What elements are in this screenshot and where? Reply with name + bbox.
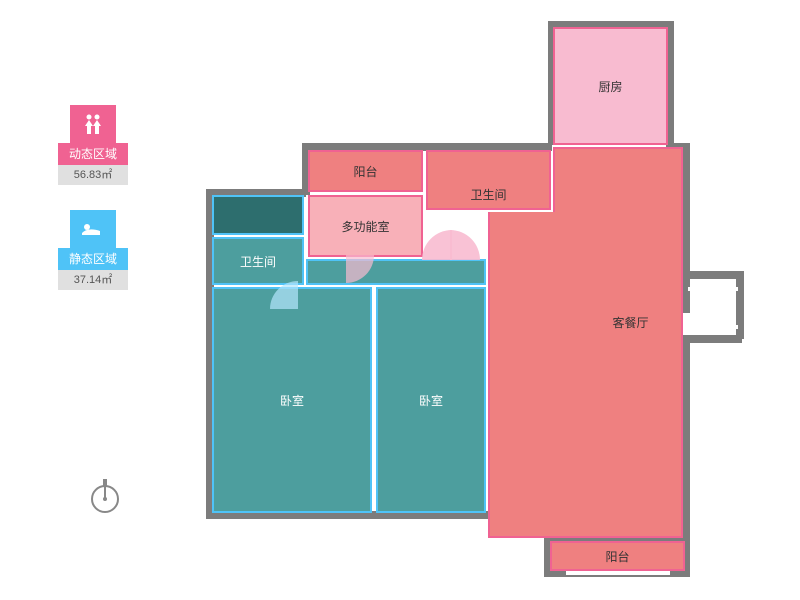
floorplan: 厨房 阳台 卫生间 多功能室 客餐厅 阳台 卫生间 卧室 卧室 bbox=[198, 15, 763, 580]
door-arc-2 bbox=[450, 230, 484, 264]
room-bedroom-left-label: 卧室 bbox=[280, 392, 304, 409]
room-living: 客餐厅 bbox=[488, 212, 683, 538]
legend: 动态区域 56.83㎡ 静态区域 37.14㎡ bbox=[58, 105, 128, 315]
room-kitchen: 厨房 bbox=[553, 27, 668, 145]
door-arc-4 bbox=[270, 281, 300, 311]
legend-dynamic-group: 动态区域 56.83㎡ bbox=[58, 105, 128, 185]
legend-static-group: 静态区域 37.14㎡ bbox=[58, 210, 128, 290]
room-living-label: 客餐厅 bbox=[612, 314, 648, 331]
room-bathroom-left: 卫生间 bbox=[212, 237, 304, 285]
room-bathroom-top: 卫生间 bbox=[426, 150, 551, 210]
room-bathroom-top-label: 卫生间 bbox=[470, 186, 506, 203]
window-mark bbox=[688, 287, 738, 291]
legend-dynamic-label: 动态区域 bbox=[58, 143, 128, 165]
living-merge-patch bbox=[490, 212, 681, 216]
door-arc-3 bbox=[346, 255, 376, 285]
compass-icon bbox=[85, 475, 125, 515]
room-living-upper bbox=[553, 147, 683, 215]
room-bedroom-left: 卧室 bbox=[212, 287, 372, 513]
people-icon bbox=[70, 105, 116, 143]
room-bedroom-right: 卧室 bbox=[376, 287, 486, 513]
legend-static-label: 静态区域 bbox=[58, 248, 128, 270]
window-mark bbox=[566, 571, 670, 575]
legend-dynamic-value: 56.83㎡ bbox=[58, 165, 128, 185]
legend-static-value: 37.14㎡ bbox=[58, 270, 128, 290]
room-balcony-top: 阳台 bbox=[308, 150, 423, 192]
room-balcony-bot: 阳台 bbox=[550, 541, 685, 571]
room-multi-label: 多功能室 bbox=[341, 218, 389, 235]
room-bathroom-left-label: 卫生间 bbox=[240, 253, 276, 270]
sleep-icon bbox=[70, 210, 116, 248]
room-multi: 多功能室 bbox=[308, 195, 423, 257]
room-balcony-bot-label: 阳台 bbox=[605, 548, 629, 565]
room-balcony-top-label: 阳台 bbox=[353, 163, 377, 180]
room-bedroom-right-label: 卧室 bbox=[419, 392, 443, 409]
room-kitchen-label: 厨房 bbox=[598, 78, 622, 95]
window-mark bbox=[688, 325, 738, 329]
room-hall-static bbox=[212, 195, 304, 235]
